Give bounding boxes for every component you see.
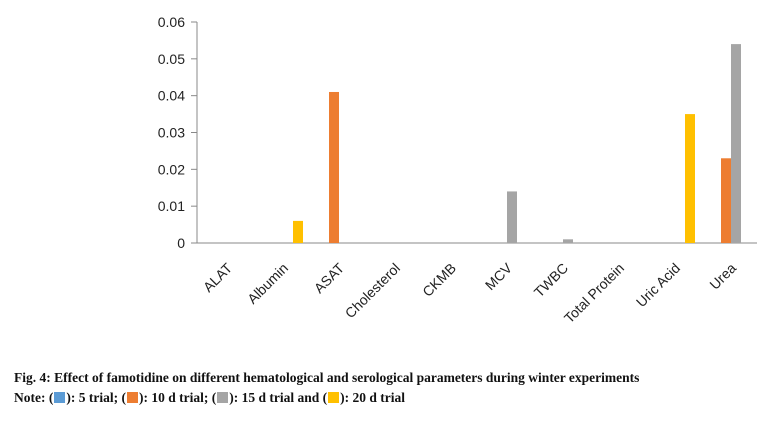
y-tick-label: 0.06 bbox=[158, 14, 185, 30]
bar-urea-15-d-trial bbox=[731, 44, 741, 243]
legend-swatch-10d-trial bbox=[126, 392, 138, 403]
y-tick-label: 0.01 bbox=[158, 198, 185, 214]
legend-swatch-15d-trial bbox=[217, 392, 229, 403]
x-tick-label: Albumin bbox=[244, 260, 291, 307]
y-tick-label: 0.04 bbox=[158, 88, 185, 104]
figure-note: Note: ( ): 5 trial; ( ): 10 d trial; ( ): 1… bbox=[14, 390, 405, 406]
x-tick-label: CKMB bbox=[419, 260, 459, 300]
note-seg-3: ): 15 d trial and ( bbox=[229, 390, 328, 405]
bars bbox=[293, 44, 741, 243]
x-tick-label: TWBC bbox=[531, 260, 571, 300]
legend-swatch-5-trial bbox=[54, 392, 66, 403]
x-tick-label: ALAT bbox=[200, 259, 236, 295]
x-tick-label: Total Protein bbox=[561, 260, 627, 326]
bar-asat-10-d-trial bbox=[329, 91, 339, 243]
x-tick-label: MCV bbox=[482, 259, 516, 293]
x-tick-label: Uric Acid bbox=[633, 260, 683, 310]
note-seg-1: ): 5 trial; ( bbox=[66, 390, 126, 405]
bar-mcv-15-d-trial bbox=[507, 191, 517, 243]
y-tick-label: 0 bbox=[177, 235, 185, 251]
y-tick-label: 0.05 bbox=[158, 51, 185, 67]
note-seg-4: ): 20 d trial bbox=[340, 390, 405, 405]
bar-twbc-15-d-trial bbox=[563, 239, 573, 243]
bar-chart: 0 0.01 0.02 0.03 0.04 0.05 0.06 ALAT Albumin ASA… bbox=[158, 14, 757, 326]
bar-urea-10-d-trial bbox=[721, 158, 731, 243]
bar-uric-acid-20-d-trial bbox=[685, 114, 695, 243]
note-seg-2: ): 10 d trial; ( bbox=[138, 390, 217, 405]
x-tick-label: ASAT bbox=[311, 259, 348, 296]
bar-albumin-20-d-trial bbox=[293, 220, 303, 243]
y-tick-label: 0.03 bbox=[158, 125, 185, 141]
x-tick-label: Urea bbox=[706, 260, 739, 293]
y-tick-label: 0.02 bbox=[158, 161, 185, 177]
y-axis: 0 0.01 0.02 0.03 0.04 0.05 0.06 bbox=[158, 14, 198, 251]
legend-swatch-20d-trial bbox=[328, 392, 340, 403]
note-prefix: Note: ( bbox=[14, 390, 54, 405]
x-tick-label: Cholesterol bbox=[342, 260, 403, 321]
figure-caption: Fig. 4: Effect of famotidine on differen… bbox=[14, 370, 640, 385]
